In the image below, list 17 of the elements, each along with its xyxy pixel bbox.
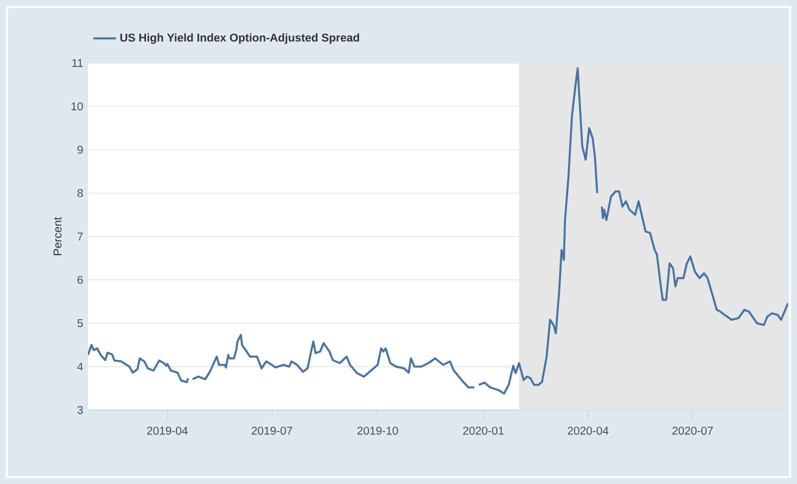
x-tick-label: 2019-10 [357,426,398,435]
y-tick-label: 10 [72,102,83,110]
y-tick-label: 8 [77,189,83,198]
x-tick-label: 2019-04 [147,426,188,435]
y-tick-label: 6 [78,276,83,284]
x-tick-label: 2019-07 [252,426,292,435]
y-tick-label: 9 [78,146,83,154]
legend-label: US High Yield Index Option-Adjusted Spread [120,33,360,44]
y-axis-title: Percent [54,217,62,256]
y-tick-label: 7 [78,232,83,240]
y-tick-label: 4 [77,362,83,371]
x-tick-label: 2020-04 [568,426,608,435]
y-tick-label: 11 [72,59,83,67]
y-tick-label: 5 [77,319,83,328]
y-tick-label: 3 [77,406,83,414]
x-tick-label: 2020-07 [672,426,713,435]
x-tick-label: 2020-01 [463,426,504,435]
